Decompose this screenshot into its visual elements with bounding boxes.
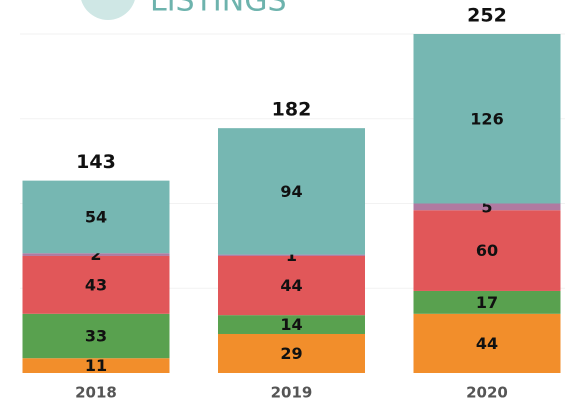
bar-segment <box>413 210 561 291</box>
bar-segment <box>413 313 561 373</box>
segment-label: 1 <box>286 246 297 265</box>
segment-label: 14 <box>280 315 302 334</box>
segment-label: 54 <box>85 207 107 226</box>
bar-segment <box>413 203 561 211</box>
segment-label: 126 <box>470 109 503 128</box>
bar-segment <box>218 255 365 316</box>
segment-label: 33 <box>85 327 107 346</box>
x-tick-label: 2018 <box>75 384 117 402</box>
bar-segment <box>218 128 365 255</box>
segment-label: 2 <box>90 245 101 264</box>
bar-segment <box>22 358 170 373</box>
bar-segment <box>22 253 170 256</box>
bar-segment <box>22 255 170 314</box>
bar-segment <box>413 34 561 204</box>
total-label: 252 <box>467 5 507 27</box>
segment-label: 43 <box>85 275 107 294</box>
title-icon <box>81 0 135 20</box>
bar-segment <box>413 290 561 314</box>
segment-label: 5 <box>481 197 492 216</box>
segment-label: 44 <box>280 276 302 295</box>
bar-segment <box>218 333 365 373</box>
total-label: 182 <box>272 99 312 121</box>
segment-label: 44 <box>476 334 498 353</box>
x-tick-label: 2019 <box>271 384 313 402</box>
segment-label: 94 <box>280 182 302 201</box>
bar-segment <box>218 315 365 334</box>
segment-label: 29 <box>280 344 302 363</box>
chart-title: LISTINGS <box>150 0 287 19</box>
segment-label: 17 <box>476 293 498 312</box>
bar-segment <box>218 254 365 256</box>
segment-label: 60 <box>476 241 498 260</box>
bar-segment <box>22 180 170 254</box>
segment-label: 11 <box>85 356 107 375</box>
total-label: 143 <box>76 151 116 173</box>
x-tick-label: 2020 <box>466 384 508 402</box>
bar-segment <box>22 313 170 359</box>
